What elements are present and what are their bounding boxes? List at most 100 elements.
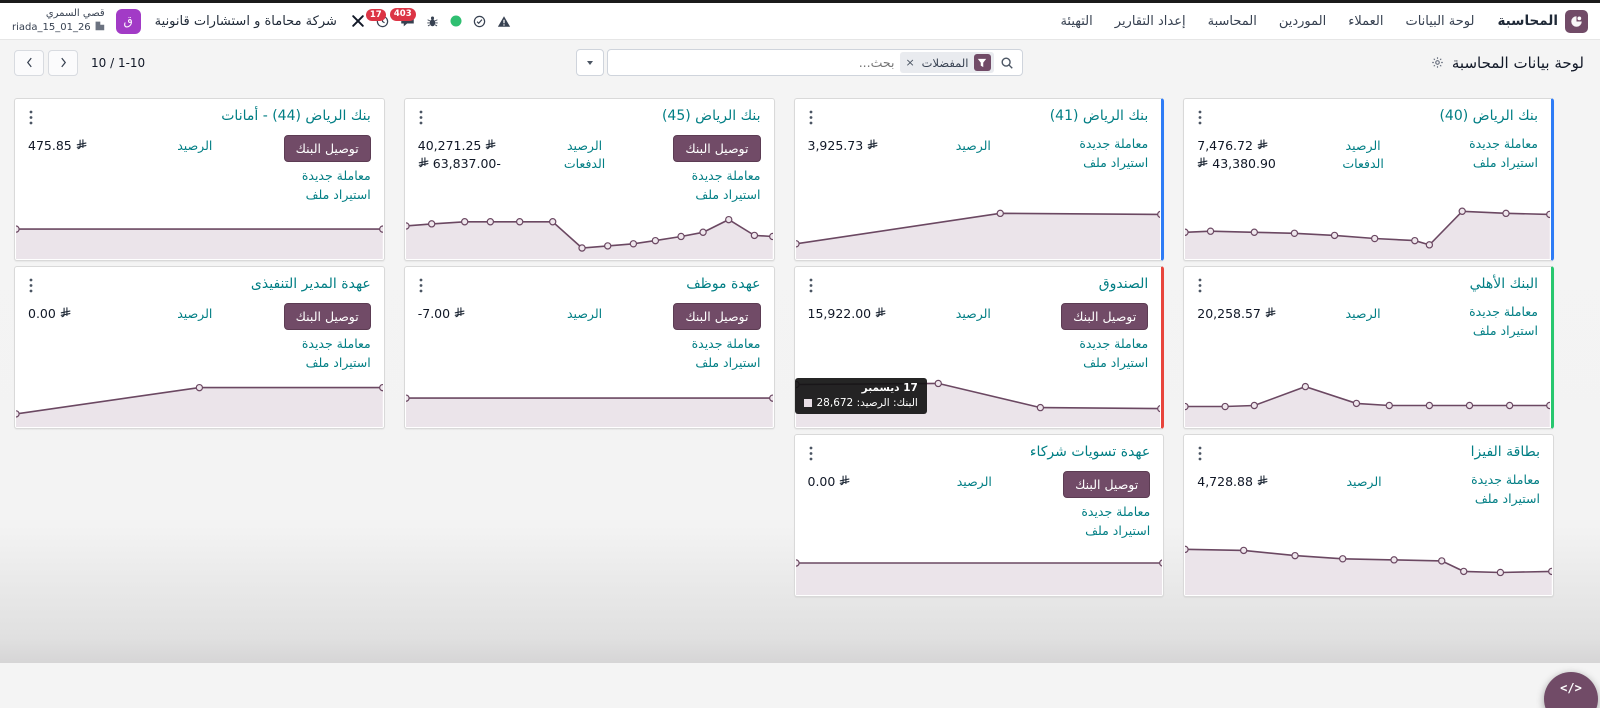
navbar-menu-5[interactable]: التهيئة — [1060, 13, 1093, 29]
import-file-link[interactable]: استيراد ملف — [1472, 322, 1538, 338]
kebab-menu-icon[interactable] — [1195, 276, 1205, 299]
balance-link[interactable]: الرصيد — [177, 138, 213, 153]
balance-link[interactable]: الرصيد — [566, 138, 603, 153]
import-file-link[interactable]: استيراد ملف — [1083, 154, 1149, 170]
balance-sparkline-chart[interactable] — [1185, 370, 1550, 427]
user-avatar[interactable]: ق — [115, 8, 141, 34]
gear-icon[interactable] — [1431, 56, 1444, 69]
balance-sparkline-chart[interactable] — [1185, 202, 1550, 259]
journal-card[interactable]: بنك الرياض (41) معاملة جديدة استيراد ملف ال… — [793, 98, 1165, 261]
journal-title[interactable]: الصندوق — [1098, 276, 1149, 292]
balance-sparkline-chart[interactable] — [16, 370, 383, 427]
facet-close-icon[interactable]: × — [905, 56, 915, 69]
connect-bank-button[interactable]: توصيل البنك — [673, 303, 761, 330]
payments-link[interactable]: الدفعات — [1342, 155, 1384, 171]
dev-tools-button[interactable]: </> — [1544, 672, 1598, 708]
new-transaction-link[interactable]: معاملة جديدة — [1079, 136, 1149, 151]
pager-next-button[interactable] — [48, 49, 78, 76]
connect-bank-button[interactable]: توصيل البنك — [1063, 471, 1151, 498]
navbar-menu-0[interactable]: لوحة البيانات — [1405, 13, 1475, 29]
journal-title[interactable]: عهدة المدير التنفيذى — [250, 276, 371, 292]
kebab-menu-icon[interactable] — [1195, 108, 1205, 131]
import-file-link[interactable]: استيراد ملف — [1474, 490, 1540, 506]
kebab-menu-icon[interactable] — [26, 108, 36, 131]
pager-previous-button[interactable] — [14, 49, 44, 76]
navbar-menu-4[interactable]: إعداد التقارير — [1114, 13, 1186, 29]
balance-link[interactable]: الرصيد — [566, 306, 603, 321]
user-menu[interactable]: قصي السمري riada_15_01_26 — [12, 7, 105, 35]
new-transaction-link[interactable]: معاملة جديدة — [1081, 504, 1151, 519]
import-file-link[interactable]: استيراد ملف — [305, 186, 371, 202]
kebab-menu-icon[interactable] — [416, 276, 426, 299]
journal-title[interactable]: بنك الرياض (45) — [661, 108, 761, 124]
import-file-link[interactable]: استيراد ملف — [695, 186, 761, 202]
navbar-menu-3[interactable]: المحاسبة — [1207, 13, 1257, 29]
balance-sparkline-chart[interactable] — [16, 202, 383, 259]
import-file-link[interactable]: استيراد ملف — [305, 354, 371, 370]
journal-title[interactable]: بنك الرياض (41) — [1049, 108, 1149, 124]
journal-card[interactable]: عهدة موظف توصيل البنك معاملة جديدة استيراد … — [403, 266, 775, 429]
search-input[interactable] — [615, 55, 895, 70]
balance-sparkline-chart[interactable] — [405, 370, 773, 427]
warning-triangle-icon[interactable] — [497, 15, 511, 28]
navbar-menu-1[interactable]: العملاء — [1348, 13, 1384, 29]
journal-title[interactable]: بطاقة الفيزا — [1470, 444, 1540, 460]
payments-link[interactable]: الدفعات — [563, 155, 606, 171]
messages-icon[interactable]: 403 — [389, 8, 416, 28]
balance-sparkline-chart[interactable] — [795, 202, 1161, 259]
kebab-menu-icon[interactable] — [26, 276, 36, 299]
kebab-menu-icon[interactable] — [806, 108, 816, 131]
new-transaction-link[interactable]: معاملة جديدة — [691, 336, 761, 351]
import-file-link[interactable]: استيراد ملف — [1472, 154, 1538, 170]
journal-card[interactable]: بنك الرياض (40) معاملة جديدة استيراد ملف ال… — [1183, 98, 1554, 261]
balance-link[interactable]: الرصيد — [177, 306, 213, 321]
search-dropdown-toggle[interactable] — [575, 49, 604, 76]
search-box[interactable]: المفضلات × — [606, 49, 1023, 76]
kebab-menu-icon[interactable] — [806, 276, 816, 299]
balance-sparkline-chart[interactable] — [1185, 538, 1552, 595]
journal-card[interactable]: الصندوق توصيل البنك معاملة جديدة استيراد مل… — [793, 266, 1165, 429]
company-switcher[interactable]: شركة محاماة و استشارات قانونية — [154, 13, 337, 29]
journal-title[interactable]: بنك الرياض (44) - أمانات — [221, 108, 371, 124]
navbar-menu-2[interactable]: الموردين — [1278, 13, 1327, 29]
new-transaction-link[interactable]: معاملة جديدة — [301, 336, 371, 351]
balance-link[interactable]: الرصيد — [1345, 138, 1381, 153]
balance-link[interactable]: الرصيد — [955, 306, 991, 321]
app-switcher-button[interactable]: المحاسبة — [1497, 9, 1588, 33]
journal-card[interactable]: بنك الرياض (45) توصيل البنك معاملة جديدة اس… — [403, 98, 775, 261]
check-circle-icon[interactable] — [473, 15, 486, 28]
journal-title[interactable]: عهدة تسويات شركاء — [1029, 444, 1151, 460]
journal-title[interactable]: البنك الأهلي — [1469, 276, 1538, 292]
new-transaction-link[interactable]: معاملة جديدة — [1469, 304, 1538, 319]
journal-card[interactable]: بطاقة الفيزا معاملة جديدة استيراد ملف الرصي… — [1183, 434, 1554, 597]
journal-title[interactable]: بنك الرياض (40) — [1439, 108, 1538, 124]
journal-card[interactable]: عهدة تسويات شركاء توصيل البنك معاملة جديدة… — [793, 434, 1165, 597]
import-file-link[interactable]: استيراد ملف — [1083, 354, 1149, 370]
journal-card[interactable]: البنك الأهلي معاملة جديدة استيراد ملف الرصي… — [1183, 266, 1554, 429]
connect-bank-button[interactable]: توصيل البنك — [673, 135, 761, 162]
new-transaction-link[interactable]: معاملة جديدة — [1079, 336, 1149, 351]
balance-link[interactable]: الرصيد — [1345, 306, 1381, 321]
import-file-link[interactable]: استيراد ملف — [695, 354, 761, 370]
journal-title[interactable]: عهدة موظف — [686, 276, 761, 292]
new-transaction-link[interactable]: معاملة جديدة — [301, 168, 371, 183]
kebab-menu-icon[interactable] — [1195, 444, 1205, 467]
new-transaction-link[interactable]: معاملة جديدة — [691, 168, 761, 183]
new-transaction-link[interactable]: معاملة جديدة — [1469, 136, 1538, 151]
import-file-link[interactable]: استيراد ملف — [1085, 522, 1151, 538]
kebab-menu-icon[interactable] — [416, 108, 426, 131]
balance-sparkline-chart[interactable] — [405, 202, 773, 259]
new-transaction-link[interactable]: معاملة جديدة — [1471, 472, 1540, 487]
connect-bank-button[interactable]: توصيل البنك — [1061, 303, 1149, 330]
connect-bank-button[interactable]: توصيل البنك — [283, 303, 371, 330]
journal-card[interactable]: عهدة المدير التنفيذى توصيل البنك معاملة جد… — [14, 266, 385, 429]
balance-sparkline-chart[interactable] — [795, 538, 1163, 595]
kebab-menu-icon[interactable] — [806, 444, 816, 467]
balance-link[interactable]: الرصيد — [956, 474, 992, 489]
tools-icon[interactable] — [351, 14, 365, 28]
balance-link[interactable]: الرصيد — [955, 138, 991, 153]
connect-bank-button[interactable]: توصيل البنك — [283, 135, 371, 162]
activities-clock-icon[interactable]: 17 — [365, 8, 389, 28]
balance-link[interactable]: الرصيد — [1346, 474, 1382, 489]
bug-icon[interactable] — [426, 15, 439, 28]
